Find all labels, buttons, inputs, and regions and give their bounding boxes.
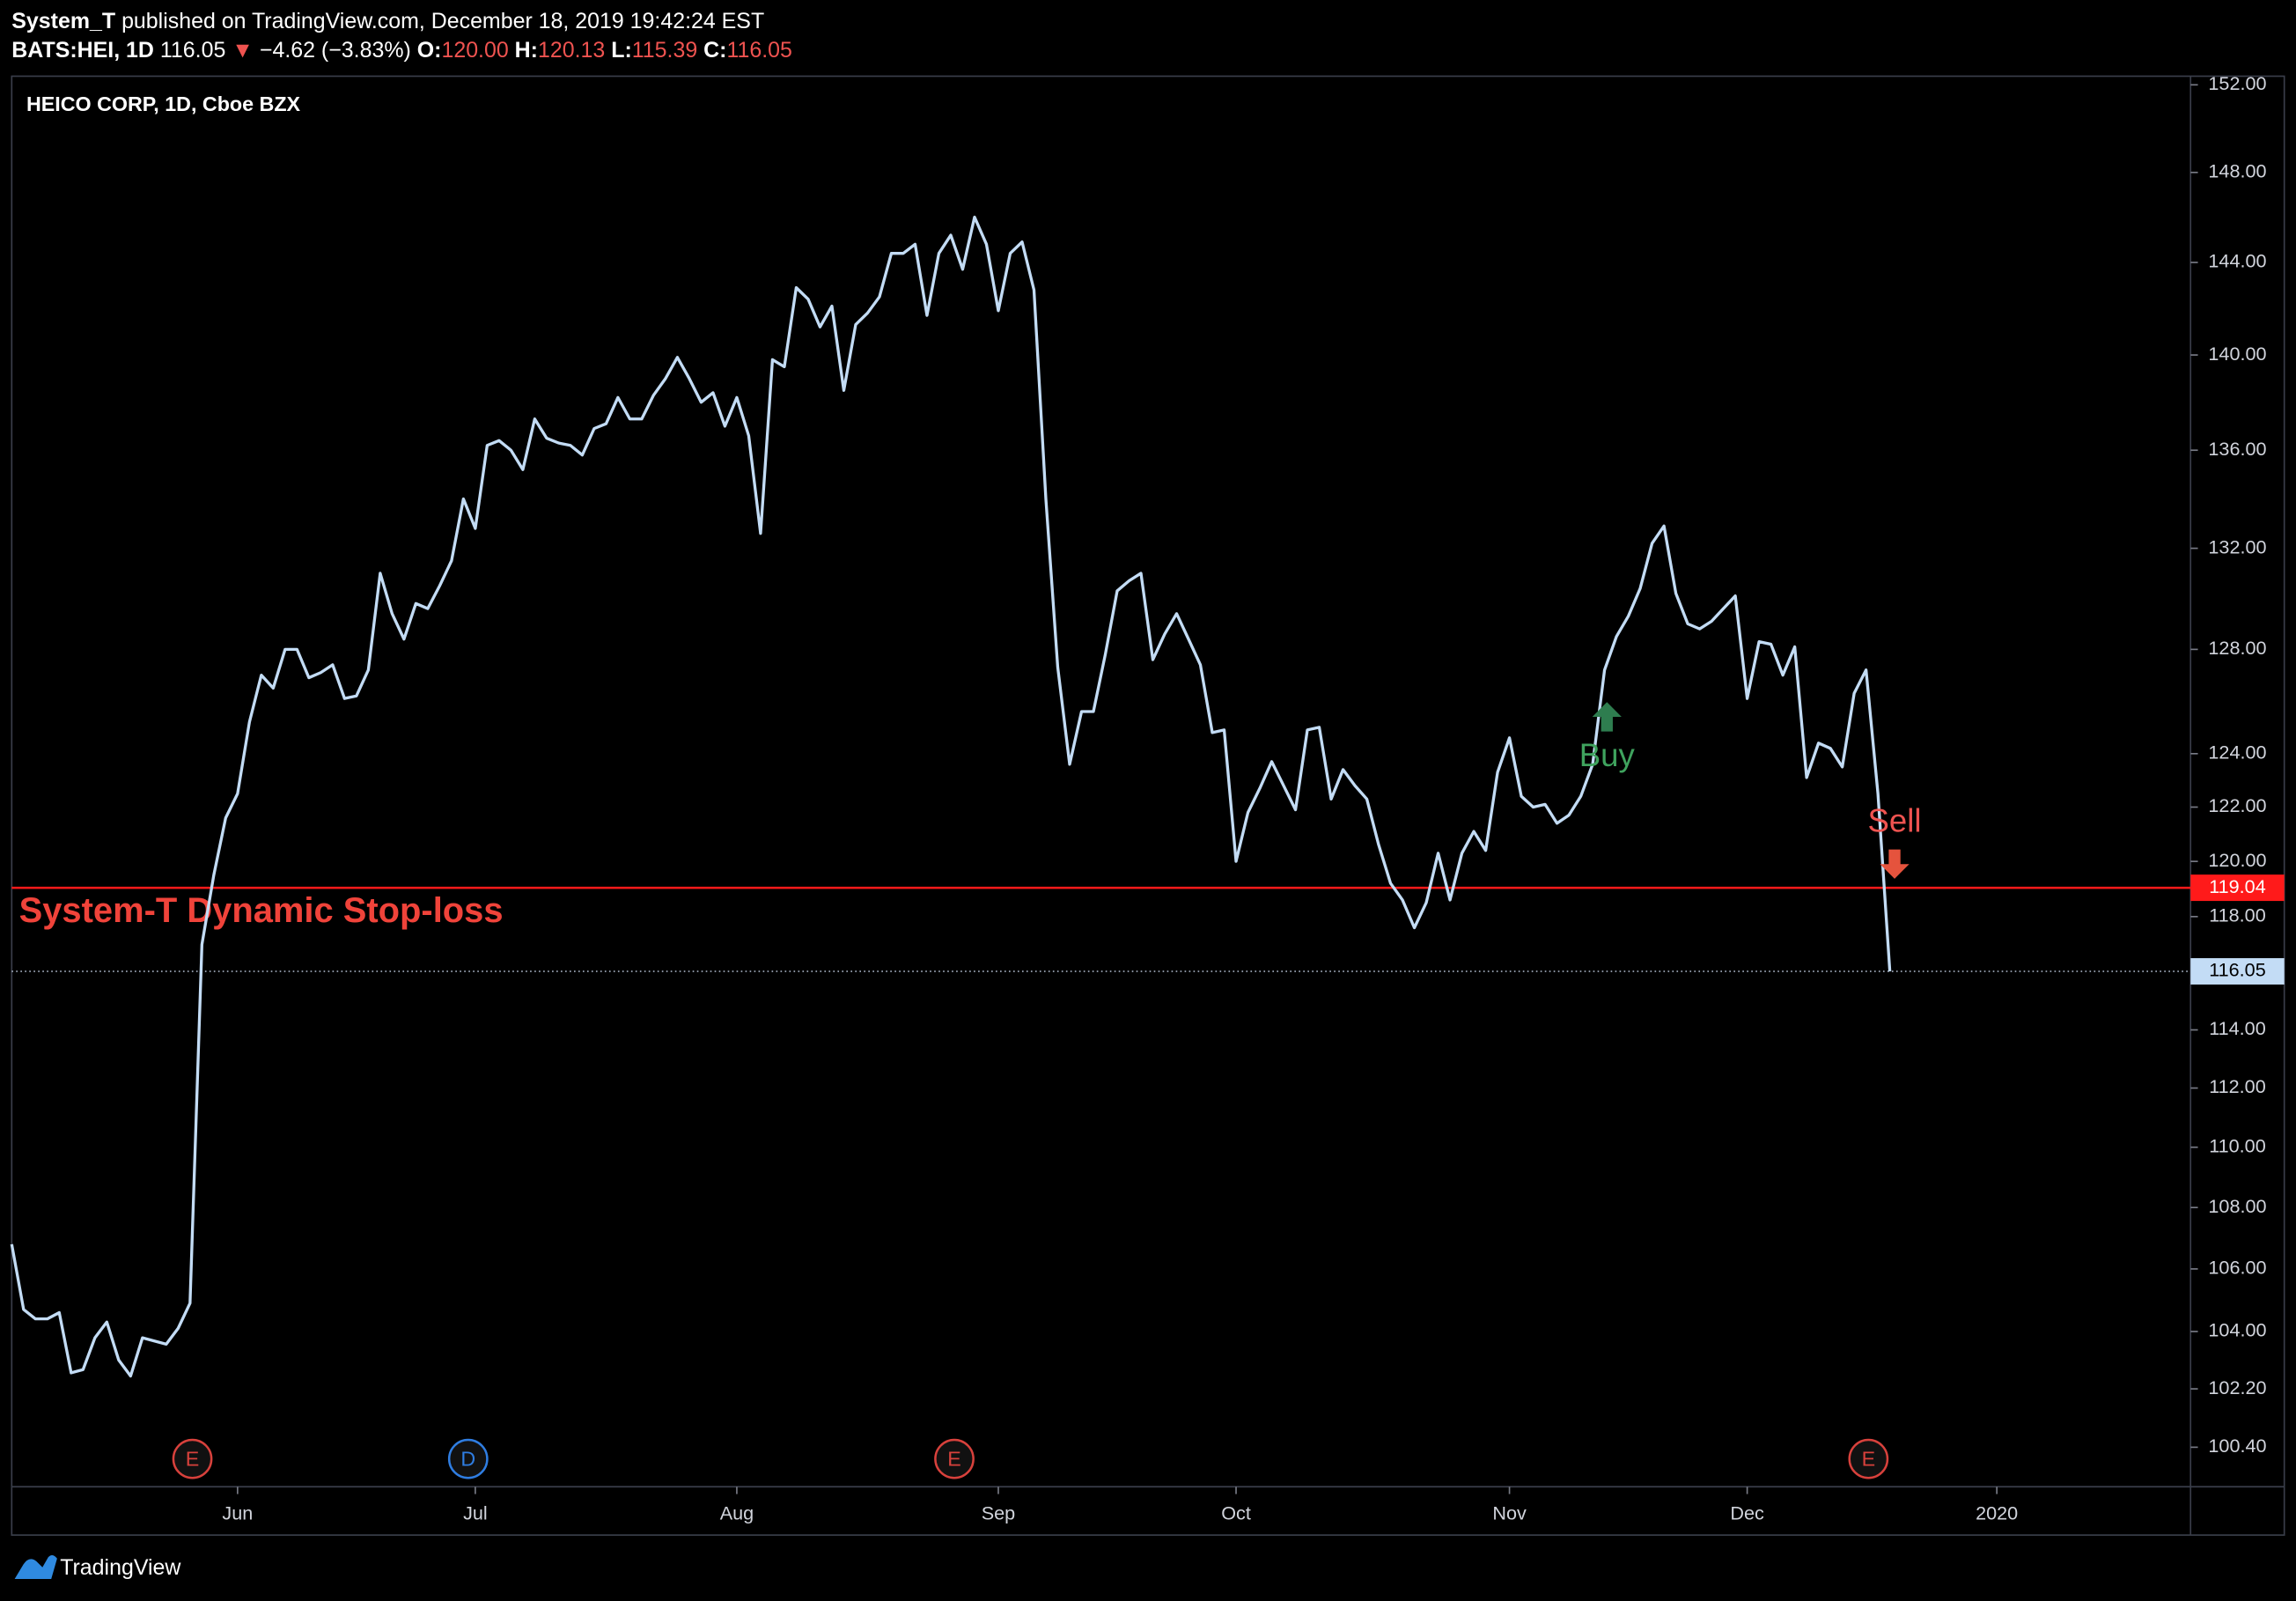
legend: HEICO CORP, 1D, Cboe BZX [26, 92, 301, 115]
y-tick-label: 108.00 [2208, 1195, 2266, 1217]
y-tick-label: 148.00 [2208, 160, 2266, 182]
logo-icon [14, 1554, 57, 1580]
x-tick-label: 2020 [1976, 1502, 2018, 1524]
ohlc-key: O: [417, 38, 442, 63]
price: 116.05 [160, 38, 225, 63]
down-arrow: ▼ [232, 38, 254, 63]
y-tick-label: 124.00 [2208, 741, 2266, 764]
author: System_T [11, 9, 115, 33]
x-tick-label: Dec [1730, 1502, 1764, 1524]
event-label: D [460, 1447, 475, 1470]
y-tick-label: 140.00 [2208, 343, 2266, 365]
y-tick-label: 144.00 [2208, 250, 2266, 272]
x-tick-label: Aug [720, 1502, 754, 1524]
y-tick-label: 122.00 [2208, 794, 2266, 816]
x-tick-label: Jul [463, 1502, 488, 1524]
stop-loss-label: System-T Dynamic Stop-loss [19, 891, 504, 930]
x-tick-label: Sep [982, 1502, 1015, 1524]
y-tick-label: 128.00 [2208, 637, 2266, 659]
y-tick-label: 100.40 [2208, 1435, 2266, 1457]
y-tick-label: 136.00 [2208, 438, 2266, 460]
x-tick-label: Nov [1492, 1502, 1527, 1524]
x-tick-label: Oct [1221, 1502, 1251, 1524]
event-marker [1848, 1438, 1889, 1479]
event-marker [934, 1438, 975, 1479]
buy-arrow [1592, 702, 1622, 732]
price-label: 119.04 [2209, 875, 2266, 897]
last-price-label: 116.05 [2209, 959, 2266, 981]
sell-arrow [1880, 849, 1910, 879]
ohlc-value: 116.05 [726, 38, 791, 63]
last-price-box [2190, 958, 2285, 985]
symbol: BATS:HEI, 1D [11, 38, 154, 63]
y-tick-label: 120.00 [2208, 849, 2266, 871]
chart-frame [11, 75, 2285, 1536]
y-tick-label: 114.00 [2209, 1017, 2266, 1039]
published: published on TradingView.com, December 1… [121, 9, 764, 33]
y-tick-label: 102.20 [2208, 1376, 2266, 1398]
brand: TradingView [60, 1555, 181, 1580]
y-tick-label: 118.00 [2209, 904, 2266, 926]
y-tick-label: 106.00 [2208, 1257, 2266, 1279]
y-tick-label: 132.00 [2208, 535, 2266, 557]
tradingview-logo: TradingView [14, 1554, 181, 1580]
ohlc-key: C: [703, 38, 726, 63]
publish-line: System_T published on TradingView.com, D… [11, 9, 764, 33]
y-tick-label: 104.00 [2208, 1319, 2266, 1341]
y-tick-label: 152.00 [2208, 72, 2266, 94]
event-label: E [947, 1447, 961, 1470]
event-marker [172, 1438, 213, 1479]
ohlc-value: 120.13 [538, 38, 605, 63]
y-tick-label: 112.00 [2209, 1075, 2266, 1097]
quote-line: BATS:HEI, 1D 116.05 ▼ −4.62 (−3.83%) O:1… [11, 38, 792, 63]
ohlc-value: 120.00 [441, 38, 508, 63]
price-label-box [2190, 874, 2285, 902]
event-label: E [186, 1447, 200, 1470]
x-tick-label: Jun [222, 1502, 253, 1524]
ohlc-key: L: [611, 38, 632, 63]
sell-label: Sell [1868, 802, 1922, 838]
price-line [10, 215, 1892, 1378]
event-marker [447, 1438, 489, 1479]
y-tick-label: 110.00 [2209, 1134, 2266, 1156]
ohlc-value: 115.39 [632, 38, 697, 63]
buy-label: Buy [1579, 737, 1636, 773]
ohlc-key: H: [515, 38, 538, 63]
event-label: E [1862, 1447, 1876, 1470]
change: −4.62 (−3.83%) [260, 38, 411, 63]
